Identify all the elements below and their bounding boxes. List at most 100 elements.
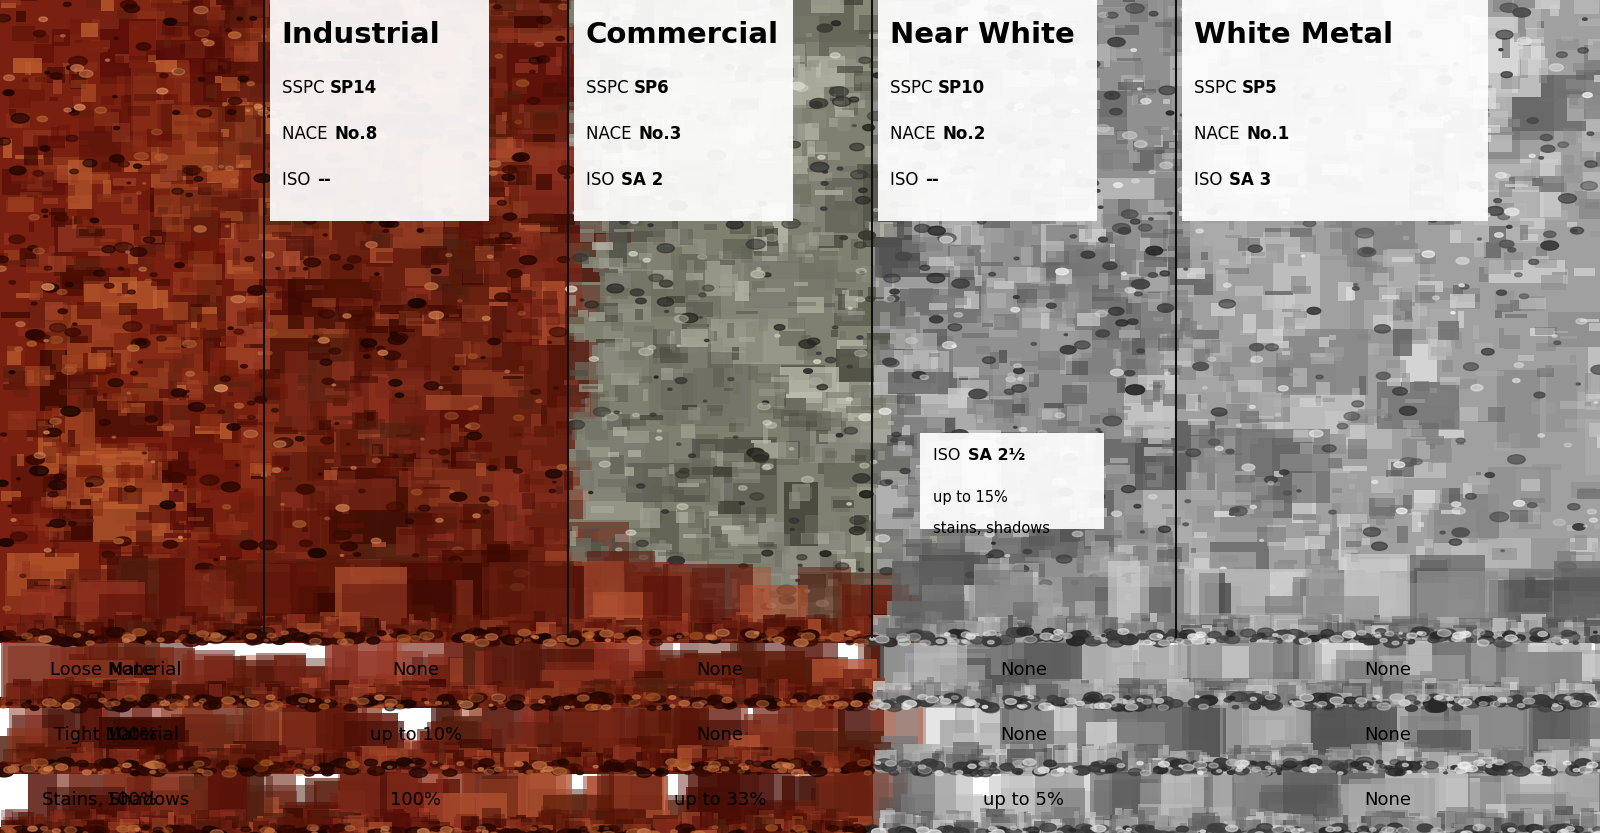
FancyBboxPatch shape [557, 486, 563, 494]
FancyBboxPatch shape [38, 628, 59, 639]
FancyBboxPatch shape [75, 226, 102, 238]
FancyBboxPatch shape [1285, 295, 1296, 307]
FancyBboxPatch shape [763, 57, 845, 108]
FancyBboxPatch shape [1262, 232, 1290, 237]
FancyBboxPatch shape [982, 695, 998, 707]
FancyBboxPatch shape [675, 509, 696, 523]
FancyBboxPatch shape [976, 416, 982, 422]
FancyBboxPatch shape [965, 536, 992, 551]
FancyBboxPatch shape [603, 306, 619, 315]
FancyBboxPatch shape [1429, 390, 1448, 407]
FancyBboxPatch shape [435, 468, 514, 546]
FancyBboxPatch shape [1418, 631, 1427, 636]
FancyBboxPatch shape [234, 826, 246, 829]
FancyBboxPatch shape [858, 765, 886, 768]
FancyBboxPatch shape [1094, 766, 1106, 773]
FancyBboxPatch shape [1371, 507, 1394, 519]
FancyBboxPatch shape [1411, 626, 1438, 638]
FancyBboxPatch shape [379, 104, 400, 163]
FancyBboxPatch shape [149, 689, 171, 701]
FancyBboxPatch shape [94, 450, 122, 454]
FancyBboxPatch shape [254, 758, 277, 764]
FancyBboxPatch shape [1186, 394, 1198, 411]
FancyBboxPatch shape [224, 0, 280, 28]
FancyBboxPatch shape [522, 631, 549, 635]
FancyBboxPatch shape [1226, 687, 1230, 704]
FancyBboxPatch shape [750, 640, 771, 642]
FancyBboxPatch shape [1168, 542, 1189, 562]
Circle shape [66, 328, 80, 337]
FancyBboxPatch shape [1438, 761, 1470, 833]
Circle shape [1189, 698, 1206, 707]
Circle shape [381, 136, 386, 138]
Circle shape [1229, 506, 1246, 516]
FancyBboxPatch shape [387, 757, 443, 833]
Circle shape [581, 299, 584, 301]
FancyBboxPatch shape [214, 429, 232, 443]
FancyBboxPatch shape [1582, 624, 1600, 635]
Circle shape [240, 365, 248, 368]
FancyBboxPatch shape [1542, 761, 1568, 771]
Circle shape [493, 610, 512, 620]
FancyBboxPatch shape [1243, 818, 1251, 830]
FancyBboxPatch shape [840, 586, 848, 598]
FancyBboxPatch shape [1198, 429, 1224, 448]
Circle shape [1061, 829, 1078, 833]
FancyBboxPatch shape [686, 697, 706, 703]
FancyBboxPatch shape [1555, 164, 1581, 183]
Circle shape [370, 51, 387, 61]
FancyBboxPatch shape [978, 42, 987, 52]
FancyBboxPatch shape [1142, 628, 1149, 641]
FancyBboxPatch shape [720, 199, 731, 216]
FancyBboxPatch shape [154, 826, 166, 828]
FancyBboxPatch shape [157, 816, 181, 830]
FancyBboxPatch shape [1042, 409, 1061, 421]
FancyBboxPatch shape [1475, 599, 1493, 618]
FancyBboxPatch shape [966, 695, 976, 708]
FancyBboxPatch shape [810, 823, 816, 828]
FancyBboxPatch shape [686, 787, 738, 829]
FancyBboxPatch shape [1587, 688, 1600, 701]
FancyBboxPatch shape [504, 91, 522, 100]
FancyBboxPatch shape [1200, 615, 1221, 632]
Circle shape [390, 332, 398, 337]
Circle shape [1315, 375, 1323, 379]
FancyBboxPatch shape [1394, 824, 1411, 833]
FancyBboxPatch shape [438, 194, 453, 210]
FancyBboxPatch shape [859, 750, 869, 766]
Circle shape [926, 514, 938, 520]
FancyBboxPatch shape [358, 370, 370, 381]
FancyBboxPatch shape [866, 265, 882, 281]
FancyBboxPatch shape [173, 695, 195, 708]
FancyBboxPatch shape [568, 619, 594, 631]
Circle shape [850, 97, 859, 102]
FancyBboxPatch shape [350, 688, 366, 701]
FancyBboxPatch shape [1005, 676, 1021, 696]
FancyBboxPatch shape [1310, 692, 1397, 772]
FancyBboxPatch shape [760, 831, 789, 833]
FancyBboxPatch shape [256, 652, 306, 702]
FancyBboxPatch shape [118, 397, 128, 416]
FancyBboxPatch shape [1061, 695, 1082, 707]
FancyBboxPatch shape [760, 389, 784, 407]
FancyBboxPatch shape [933, 657, 990, 701]
FancyBboxPatch shape [595, 795, 664, 833]
FancyBboxPatch shape [496, 687, 507, 705]
FancyBboxPatch shape [869, 222, 898, 237]
FancyBboxPatch shape [1304, 818, 1318, 830]
FancyBboxPatch shape [1190, 211, 1246, 273]
FancyBboxPatch shape [877, 691, 891, 696]
FancyBboxPatch shape [1226, 822, 1250, 833]
Circle shape [1437, 694, 1450, 701]
Circle shape [482, 830, 490, 833]
FancyBboxPatch shape [99, 626, 104, 642]
FancyBboxPatch shape [1222, 693, 1242, 763]
Circle shape [483, 769, 494, 774]
FancyBboxPatch shape [1066, 830, 1085, 833]
Text: SSPC: SSPC [586, 79, 634, 97]
FancyBboxPatch shape [1466, 818, 1494, 831]
Circle shape [1013, 769, 1022, 774]
FancyBboxPatch shape [808, 619, 821, 634]
Circle shape [989, 272, 995, 276]
FancyBboxPatch shape [101, 438, 117, 444]
